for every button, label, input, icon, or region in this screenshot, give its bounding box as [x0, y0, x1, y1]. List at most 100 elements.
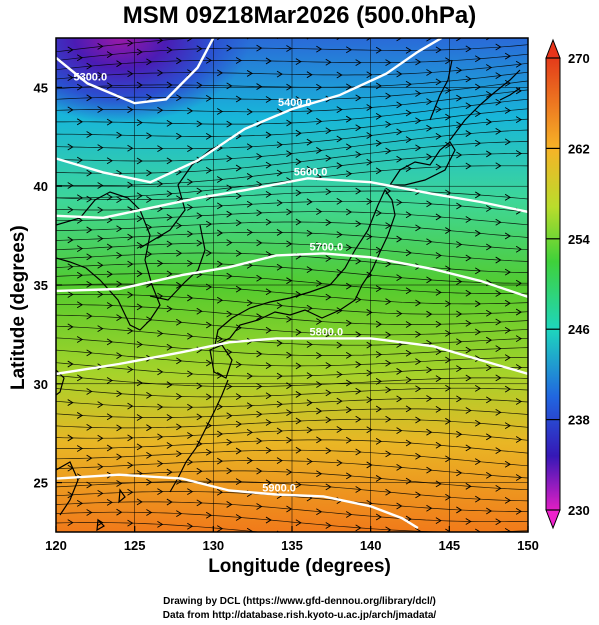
streamline-arrow [396, 502, 403, 510]
streamline-arrow [435, 163, 442, 171]
streamline-arrow [226, 272, 233, 280]
streamline-arrow [426, 98, 433, 106]
streamline-arrow [345, 83, 353, 91]
streamline-arrow [345, 511, 353, 518]
streamline-arrow [295, 328, 302, 336]
streamline-arrow [345, 115, 353, 123]
streamline-arrow [366, 158, 373, 166]
streamline-arrow [116, 251, 123, 259]
streamline-arrow [375, 513, 382, 521]
streamline-arrow [306, 138, 313, 146]
y-axis-ticks: 25 30 35 40 45 [34, 80, 62, 491]
streamline-arrow [76, 412, 84, 419]
streamline-arrow [355, 486, 362, 493]
streamline-arrow [465, 319, 472, 327]
streamline-arrow [86, 388, 93, 395]
streamline-arrow [205, 133, 213, 140]
streamline-arrow [375, 437, 382, 445]
streamline-arrow [76, 499, 84, 507]
streamline-arrow [504, 232, 511, 240]
streamline-arrow [495, 447, 502, 454]
streamline-arrow [495, 162, 502, 170]
streamline-arrow [366, 309, 373, 316]
streamline-arrow [246, 200, 253, 208]
streamline-arrow [205, 166, 213, 174]
streamline-arrow [486, 538, 491, 544]
contour-label: 5400.0 [278, 97, 312, 109]
streamline-arrow [355, 124, 362, 132]
streamline-arrow [246, 228, 253, 236]
streamline-arrow [456, 202, 463, 210]
streamline-arrow [336, 426, 343, 433]
streamline-arrow [385, 415, 392, 423]
streamline-arrow [435, 288, 442, 296]
streamline-arrow [325, 416, 332, 424]
streamline-arrow [435, 375, 442, 383]
streamline-arrow [445, 57, 452, 65]
streamline-arrow [265, 57, 272, 65]
streamline-arrow [265, 446, 272, 454]
streamline-arrow [86, 226, 93, 234]
streamline-arrow [465, 162, 472, 170]
streamline-arrow [295, 446, 302, 454]
streamline-arrow [405, 211, 412, 219]
streamline-arrow [375, 377, 382, 385]
streamline-arrow [166, 119, 173, 127]
streamline-arrow [216, 296, 224, 304]
colorbar-tick-label: 254 [568, 232, 590, 247]
streamline-arrow [157, 106, 164, 114]
streamline-arrow [435, 132, 442, 140]
streamline-arrow [265, 392, 272, 400]
streamline-arrow [86, 62, 93, 70]
streamline-arrow [295, 218, 302, 226]
streamline-arrow [157, 180, 164, 188]
streamline-arrow [375, 405, 382, 413]
streamline-arrow [76, 336, 84, 343]
streamline-arrow [216, 430, 224, 438]
streamline-arrow [136, 498, 143, 506]
streamline-arrow [136, 48, 143, 56]
streamline-arrow [456, 469, 463, 477]
streamline-arrow [405, 46, 412, 54]
streamline-arrow [445, 87, 452, 94]
streamline-arrow [86, 195, 93, 203]
streamline-arrow [136, 443, 143, 451]
streamline-arrow [216, 335, 224, 343]
chart-title: MSM 09Z18Mar2026 (500.0hPa) [122, 2, 477, 29]
streamline-arrow [316, 118, 323, 125]
streamline-arrow [136, 192, 143, 200]
streamline-arrow [116, 508, 123, 516]
streamline-arrow [265, 131, 272, 139]
streamline-arrow [76, 245, 84, 252]
streamline-arrow [205, 359, 213, 367]
streamline-arrow [415, 299, 422, 307]
streamline-arrow [136, 341, 143, 348]
streamline-arrow [265, 326, 272, 334]
streamline-arrow [226, 210, 233, 218]
streamline-arrow [97, 106, 104, 113]
streamline-arrow [385, 298, 392, 305]
streamline-arrow [116, 453, 123, 461]
streamline-arrow [136, 242, 143, 249]
streamline-arrow [336, 341, 343, 349]
streamline-arrow [515, 436, 523, 443]
colorbar: 270 262 254 246 238 230 [545, 38, 590, 530]
streamline-arrow [495, 43, 502, 51]
streamline-arrow [375, 351, 382, 358]
streamline-arrow [385, 488, 392, 496]
streamline-arrow [146, 478, 153, 486]
streamline-arrow [86, 131, 93, 138]
streamline-arrow [325, 127, 332, 135]
streamline-arrow [456, 38, 462, 42]
streamline-arrow [116, 480, 123, 487]
streamline-arrow [405, 321, 412, 328]
streamline-arrow [97, 261, 104, 269]
streamline-arrow [256, 313, 263, 321]
streamline-arrow [97, 71, 104, 79]
streamline-arrow [474, 267, 482, 275]
streamline-arrow [76, 271, 84, 279]
streamline-arrow [355, 151, 362, 158]
streamline-arrow [396, 128, 403, 136]
streamline-arrow [426, 395, 433, 402]
contour-line [56, 177, 528, 220]
